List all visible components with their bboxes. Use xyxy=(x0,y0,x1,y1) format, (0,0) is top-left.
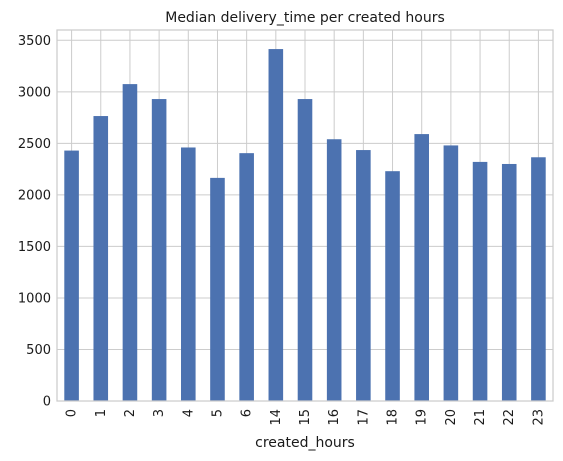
x-tick-label: 15 xyxy=(298,409,313,426)
y-tick-label: 0 xyxy=(43,395,51,410)
x-tick-label: 4 xyxy=(181,409,196,417)
bar xyxy=(385,171,400,401)
x-tick-label: 0 xyxy=(65,409,80,417)
bar xyxy=(181,147,196,401)
y-tick-label: 1000 xyxy=(18,291,51,306)
x-tick-label: 20 xyxy=(444,409,459,426)
bar xyxy=(414,134,429,401)
x-tick-label: 21 xyxy=(473,409,488,426)
x-tick-labels: 0 1 2 3 4 5 6 14 15 16 17 18 19 20 21 22 23 xyxy=(65,409,547,426)
bar xyxy=(122,84,138,402)
x-tick-label: 1 xyxy=(94,409,109,417)
bar xyxy=(239,153,254,401)
chart-title: Median delivery_time per created hours xyxy=(165,10,445,26)
x-tick-label: 19 xyxy=(415,409,430,426)
bar xyxy=(210,177,225,401)
x-tick-label: 17 xyxy=(356,409,371,426)
x-tick-label: 16 xyxy=(327,409,342,426)
x-axis-label: created_hours xyxy=(255,435,355,451)
y-tick-label: 500 xyxy=(26,343,51,358)
y-tick-label: 2000 xyxy=(18,188,51,203)
x-tick-label: 18 xyxy=(386,409,401,426)
y-tick-label: 1500 xyxy=(18,240,51,255)
bar xyxy=(501,163,517,401)
bar xyxy=(151,99,167,401)
x-tick-label: 5 xyxy=(210,409,225,417)
x-tick-label: 23 xyxy=(531,409,546,426)
x-tick-label: 2 xyxy=(123,409,138,417)
x-tick-label: 14 xyxy=(269,409,284,426)
x-tick-label: 6 xyxy=(240,409,255,417)
x-tick-label: 22 xyxy=(502,409,517,426)
axes-frame xyxy=(56,29,554,402)
y-tick-labels: 0 500 1000 1500 2000 2500 3000 3500 xyxy=(18,34,51,410)
y-tick-label: 3000 xyxy=(18,85,51,100)
bar xyxy=(472,161,488,401)
bar xyxy=(356,150,371,401)
bar xyxy=(64,150,79,401)
bar xyxy=(93,116,109,401)
bar xyxy=(268,49,284,401)
bar xyxy=(531,157,546,401)
bar xyxy=(443,145,459,401)
y-tick-label: 2500 xyxy=(18,137,51,152)
bar xyxy=(297,99,313,401)
y-tick-label: 3500 xyxy=(18,34,51,49)
bars xyxy=(64,49,546,402)
x-tick-label: 3 xyxy=(152,409,167,417)
bar xyxy=(326,139,342,401)
